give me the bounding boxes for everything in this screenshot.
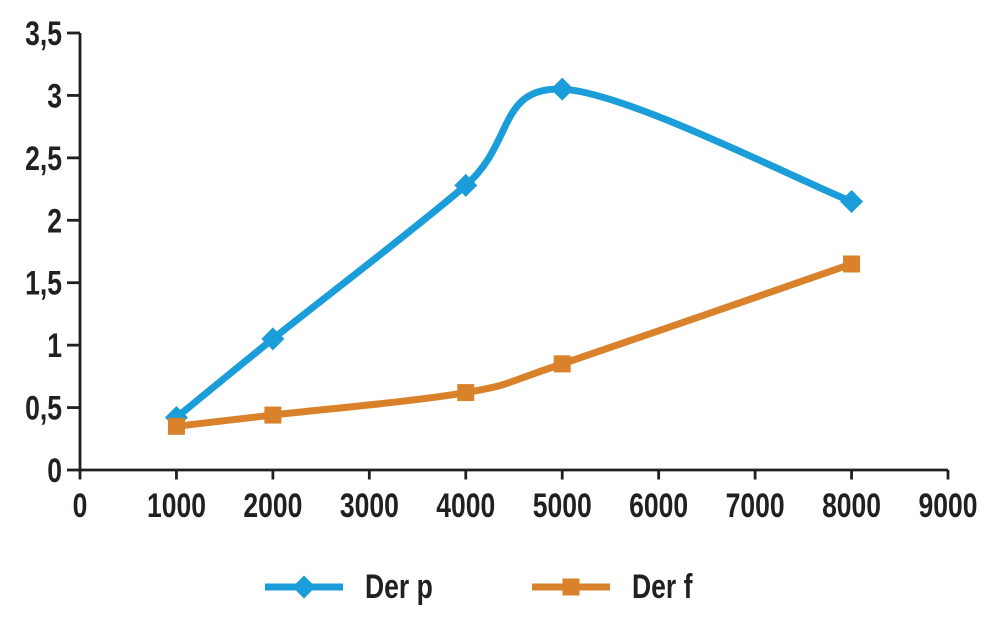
x-tick-label: 2000 (243, 487, 302, 525)
data-point-square (553, 355, 571, 373)
y-tick-label: 3 (47, 77, 62, 115)
x-tick-label: 1000 (147, 487, 206, 525)
legend-diamond-icon (292, 575, 316, 599)
y-tick-label: 0 (47, 452, 62, 490)
data-point-square (264, 406, 282, 424)
x-tick-label: 5000 (533, 487, 592, 525)
legend-label-der-p: Der p (365, 568, 433, 606)
y-tick-label: 1,5 (25, 265, 62, 303)
x-tick-label: 7000 (726, 487, 785, 525)
series-layer (164, 77, 864, 435)
x-tick-label: 0 (73, 487, 88, 525)
data-point-diamond (454, 173, 478, 197)
x-tick-label: 8000 (822, 487, 881, 525)
data-point-diamond (261, 327, 285, 351)
axes-layer: 0 0,5 1 1,5 2 2,5 3 3,5 0 1000 2000 3000 4000 5000 600… (25, 15, 977, 525)
data-point-square (457, 384, 475, 402)
x-tick-label: 3000 (340, 487, 399, 525)
y-tick-label: 3,5 (25, 15, 62, 53)
data-point-diamond (550, 77, 574, 101)
x-tick-label: 6000 (629, 487, 688, 525)
legend-square-icon (562, 578, 580, 596)
data-point-square (167, 417, 185, 435)
y-tick-label: 1 (47, 327, 62, 365)
y-tick-label: 2 (47, 202, 62, 240)
y-tick-label: 2,5 (25, 140, 62, 178)
x-tick-label: 9000 (919, 487, 978, 525)
legend: Der p Der f (265, 568, 693, 606)
series-line-der-f (176, 260, 853, 430)
series-line-der-p (174, 85, 853, 421)
data-point-square (843, 255, 861, 273)
x-tick-label: 4000 (436, 487, 495, 525)
y-tick-label: 0,5 (25, 389, 62, 427)
legend-label-der-f: Der f (632, 568, 693, 606)
data-point-diamond (840, 190, 864, 214)
